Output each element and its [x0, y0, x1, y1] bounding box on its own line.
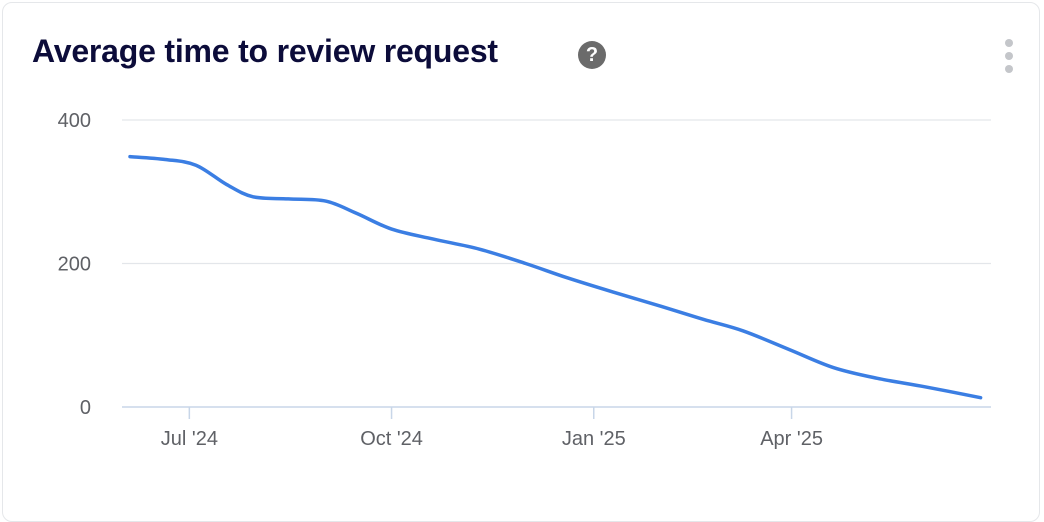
y-tick-label-200: 200	[58, 254, 91, 276]
x-tick-label-3: Apr '25	[760, 428, 823, 450]
vertical-dots-icon[interactable]	[999, 39, 1019, 73]
grid-lines	[122, 119, 991, 408]
x-tick-label-1: Oct '24	[360, 428, 423, 450]
series-line-0	[128, 154, 983, 400]
y-tick-label-400: 400	[58, 110, 91, 132]
line-chart: 400 200 0 Jul '24 Oct '24 Jan '25 Apr '25	[58, 110, 991, 450]
y-tick-label-0: 0	[80, 397, 91, 419]
question-circle-icon[interactable]: ?	[578, 41, 606, 69]
x-tick-label-2: Jan '25	[562, 428, 626, 450]
series-layer	[128, 154, 983, 400]
chart-title: Average time to review request	[32, 33, 498, 69]
y-axis-tick-labels: 400 200 0	[58, 110, 91, 419]
x-tick-label-0: Jul '24	[161, 428, 218, 450]
x-axis-ticks: Jul '24 Oct '24 Jan '25 Apr '25	[161, 407, 823, 450]
